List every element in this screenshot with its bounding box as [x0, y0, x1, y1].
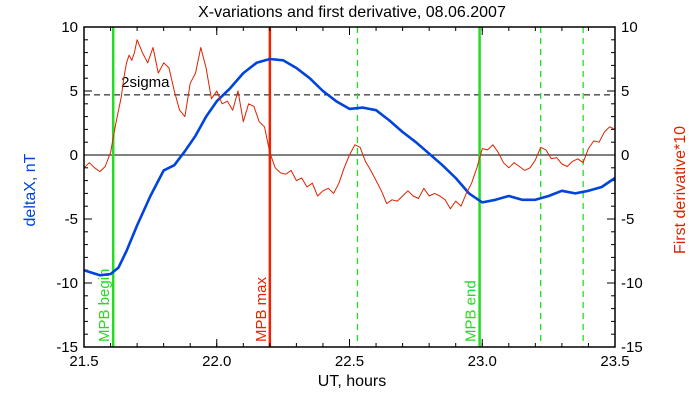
y-tick-label-left-2: -5 [65, 211, 78, 228]
chart-title: X-variations and first derivative, 08.06… [198, 4, 506, 21]
y-tick-label-left-4: 5 [70, 83, 78, 100]
y-tick-label-left-1: -10 [56, 275, 78, 292]
marker-label-2: MPB end [463, 280, 480, 342]
y-tick-label-right-0: -15 [621, 339, 643, 356]
y-tick-label-right-4: 5 [621, 83, 629, 100]
y-tick-label-right-1: -10 [621, 275, 643, 292]
y-axis-left-label: deltaX, nT [22, 153, 39, 226]
series-derivative-line [83, 39, 616, 210]
plot-area: 2sigma MPB begin MPB max MPB end 21.5 22.0 22.… [56, 19, 642, 370]
x-tick-label-0: 21.5 [69, 353, 98, 370]
series-deltax-line [83, 57, 616, 277]
y-tick-label-left-3: 0 [70, 147, 78, 164]
y-tick-label-left-0: -15 [56, 339, 78, 356]
x-axis-label: UT, hours [318, 373, 386, 390]
x-tick-label-3: 23.0 [468, 353, 497, 370]
x-tick-label-1: 22.0 [202, 353, 231, 370]
y-tick-label-right-2: -5 [621, 211, 634, 228]
y-axis-right-label: First derivative*10 [672, 126, 689, 254]
y-tick-label-right-3: 0 [621, 147, 629, 164]
threshold-label: 2sigma [121, 74, 170, 91]
plot-frame [83, 26, 616, 348]
marker-label-0: MPB begin [96, 269, 113, 342]
x-tick-label-4: 23.5 [600, 353, 629, 370]
x-tick-label-2: 22.5 [335, 353, 364, 370]
y-tick-label-right-5: 10 [621, 19, 638, 36]
marker-label-1: MPB max [253, 276, 270, 342]
y-tick-label-left-5: 10 [61, 19, 78, 36]
